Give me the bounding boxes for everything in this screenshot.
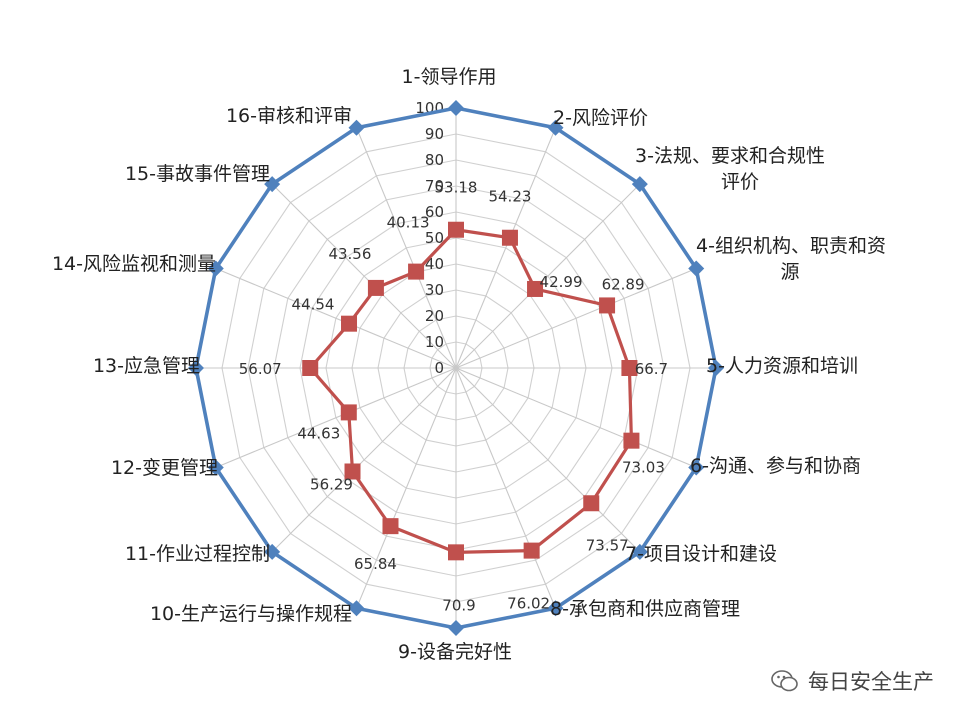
category-label: 9-设备完好性 <box>398 641 512 663</box>
category-label: 12-变更管理 <box>111 457 218 479</box>
max-point-marker <box>688 459 705 476</box>
data-point-marker <box>408 263 425 280</box>
data-label: 70.9 <box>442 596 475 614</box>
data-point-marker <box>367 279 384 296</box>
r-tick-label: 90 <box>425 125 444 143</box>
max-point-marker <box>264 543 281 560</box>
data-point-marker <box>621 360 638 376</box>
watermark: 每日安全生产 <box>770 666 934 696</box>
max-point-marker <box>348 600 365 617</box>
data-label: 40.13 <box>387 214 430 232</box>
series-line <box>308 228 634 554</box>
max-point-marker <box>631 176 648 193</box>
grid-spoke <box>455 367 557 609</box>
data-point-marker <box>340 404 357 421</box>
category-label: 2-风险评价 <box>553 107 648 129</box>
data-label: 56.29 <box>310 475 353 493</box>
grid-spoke <box>215 367 457 469</box>
data-point-marker <box>599 297 616 314</box>
grid-spoke <box>455 367 697 469</box>
max-point-marker <box>547 600 564 617</box>
max-point-marker <box>448 620 464 636</box>
category-label: 5-人力资源和培训 <box>706 355 858 377</box>
max-point-marker <box>264 176 281 193</box>
max-point-marker <box>348 119 365 136</box>
category-label: 13-应急管理 <box>93 355 200 377</box>
data-point-marker <box>382 518 399 535</box>
data-point-marker <box>583 495 600 512</box>
data-label: 44.63 <box>297 424 340 442</box>
max-point-marker <box>188 360 204 376</box>
wechat-icon <box>771 670 798 692</box>
data-label: 42.99 <box>540 273 583 291</box>
category-label: 10-生产运行与操作规程 <box>150 603 352 625</box>
data-point-marker <box>623 432 640 449</box>
r-tick-label: 10 <box>425 333 444 351</box>
grid-spoke <box>455 127 557 369</box>
category-label: 15-事故事件管理 <box>125 163 270 185</box>
category-label: 14-风险监视和测量 <box>52 253 216 275</box>
max-point-marker <box>207 459 224 476</box>
grid-spoke <box>215 267 457 369</box>
r-tick-label: 50 <box>425 229 444 247</box>
r-tick-label: 80 <box>425 151 444 169</box>
data-point-marker <box>448 221 464 238</box>
max-point-marker <box>547 119 564 136</box>
data-point-marker <box>341 315 358 332</box>
data-label: 66.7 <box>635 360 668 378</box>
grid-spoke <box>455 367 641 553</box>
category-label: 7-项目设计和建设 <box>625 543 777 565</box>
category-label: 11-作业过程控制 <box>125 543 270 565</box>
r-tick-label: 20 <box>425 307 444 325</box>
data-label: 73.57 <box>586 536 629 554</box>
data-point-marker <box>344 463 361 480</box>
data-label: 76.02 <box>507 595 550 613</box>
max-point-marker <box>708 360 724 376</box>
grid-spoke <box>355 367 457 609</box>
max-point-marker <box>631 543 648 560</box>
grid-spoke <box>455 267 697 369</box>
watermark-text: 每日安全生产 <box>808 670 934 694</box>
data-label: 65.84 <box>354 555 397 573</box>
r-tick-label: 0 <box>434 359 444 377</box>
category-label: 6-沟通、参与和协商 <box>690 455 861 477</box>
category-label: 1-领导作用 <box>402 66 497 88</box>
category-label: 16-审核和评审 <box>226 105 352 127</box>
data-point-marker <box>448 544 464 561</box>
data-label: 44.54 <box>292 296 335 314</box>
max-point-marker <box>688 260 705 277</box>
r-tick-label: 60 <box>425 203 444 221</box>
grid-spoke <box>455 183 641 369</box>
grid-spoke <box>355 127 457 369</box>
category-label: 4-组织机构、职责和资源 <box>696 235 886 283</box>
data-label: 53.18 <box>435 179 478 197</box>
data-point-marker <box>527 280 544 297</box>
data-label: 43.56 <box>328 245 371 263</box>
r-tick-label: 30 <box>425 281 444 299</box>
max-point-marker <box>448 100 464 116</box>
max-point-marker <box>207 260 224 277</box>
category-label: 3-法规、要求和合规性评价 <box>635 145 825 193</box>
grid-spoke <box>271 367 457 553</box>
category-label: 8-承包商和供应商管理 <box>550 598 740 620</box>
data-label: 73.03 <box>622 459 665 477</box>
data-label: 54.23 <box>488 188 531 206</box>
data-label: 56.07 <box>239 360 282 378</box>
data-point-marker <box>302 360 319 376</box>
data-point-marker <box>523 542 540 559</box>
r-tick-label: 70 <box>425 177 444 195</box>
grid-spoke <box>271 183 457 369</box>
data-label: 62.89 <box>602 275 645 293</box>
data-point-marker <box>501 229 518 246</box>
